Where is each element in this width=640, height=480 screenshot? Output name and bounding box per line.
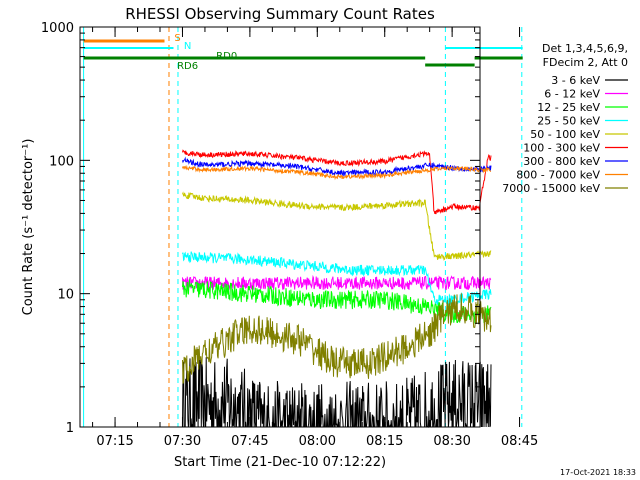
axes: 1 10 100 1000 07:15 07:30 07:45 08:00 08:15 08:30… bbox=[41, 21, 538, 449]
x-tick-label-6: 08:45 bbox=[501, 434, 538, 449]
legend: Det 1,3,4,5,6,9,FDecim 2, Att 0 3 - 6 keV… bbox=[502, 42, 628, 195]
y-tick-label-2: 100 bbox=[49, 154, 74, 169]
x-tick-label-3: 08:00 bbox=[299, 434, 336, 449]
x-tick-label-1: 07:30 bbox=[164, 434, 201, 449]
chart-title: RHESSI Observing Summary Count Rates bbox=[125, 5, 435, 23]
legend-label-1: 6 - 12 keV bbox=[544, 88, 600, 101]
legend-label-7: 800 - 7000 keV bbox=[516, 169, 600, 182]
x-tick-label-2: 07:45 bbox=[231, 434, 268, 449]
legend-label-3: 25 - 50 keV bbox=[537, 115, 600, 128]
y-tick-label-3: 1000 bbox=[41, 21, 74, 36]
series-line-5 bbox=[182, 149, 492, 215]
series-line-3 bbox=[182, 251, 492, 307]
series-line-6 bbox=[182, 156, 492, 177]
legend-header-0: Det 1,3,4,5,6,9, bbox=[542, 42, 628, 55]
series-line-4 bbox=[182, 191, 492, 261]
legend-label-6: 300 - 800 keV bbox=[523, 155, 600, 168]
footer-date: 17-Oct-2021 18:33 bbox=[560, 468, 636, 477]
plot-area: SN RD0 RD6 bbox=[83, 27, 523, 428]
x-tick-label-0: 07:15 bbox=[96, 434, 133, 449]
panel-label-2: RD0 bbox=[216, 51, 237, 62]
legend-label-2: 12 - 25 keV bbox=[537, 101, 600, 114]
series-line-8 bbox=[182, 293, 492, 384]
plot-frame bbox=[79, 26, 481, 428]
series-line-2 bbox=[182, 279, 492, 325]
legend-header-1: FDecim 2, Att 0 bbox=[543, 56, 628, 69]
panel-label-3: RD6 bbox=[177, 61, 198, 72]
panel-label-0: S bbox=[174, 33, 180, 44]
series-line-0 bbox=[182, 357, 492, 428]
x-axis-label: Start Time (21-Dec-10 07:12:22) bbox=[174, 455, 386, 470]
y-tick-label-1: 10 bbox=[57, 288, 74, 303]
x-tick-label-4: 08:15 bbox=[366, 434, 403, 449]
legend-label-4: 50 - 100 keV bbox=[530, 128, 600, 141]
series-line-1 bbox=[182, 274, 492, 291]
series-line-7 bbox=[182, 164, 492, 181]
y-tick-label-0: 1 bbox=[66, 421, 74, 436]
legend-label-5: 100 - 300 keV bbox=[523, 142, 600, 155]
legend-label-0: 3 - 6 keV bbox=[551, 74, 600, 87]
panel-label-1: N bbox=[184, 41, 191, 52]
y-axis-label: Count Rate (s⁻¹ detector⁻¹) bbox=[21, 139, 36, 316]
x-tick-label-5: 08:30 bbox=[433, 434, 470, 449]
legend-label-8: 7000 - 15000 keV bbox=[502, 182, 600, 195]
